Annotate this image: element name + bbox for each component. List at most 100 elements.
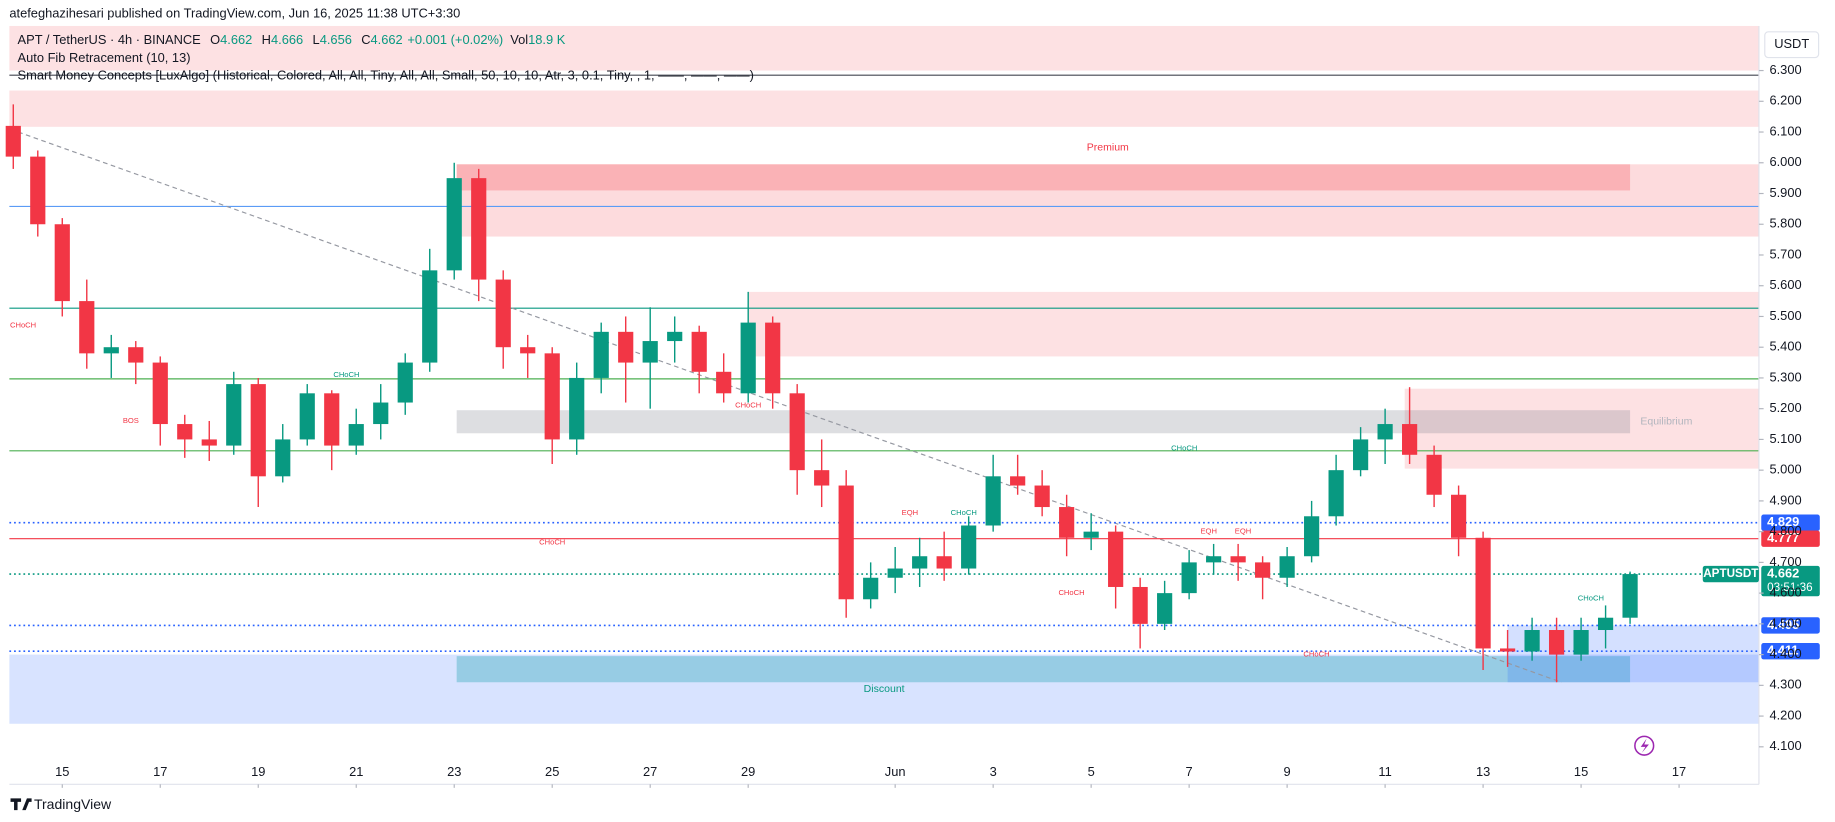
price-level-box: [1761, 530, 1820, 547]
candle-body: [5, 125, 21, 157]
candle-body: [1255, 562, 1271, 578]
candle-body: [544, 353, 560, 440]
candle-body: [30, 156, 46, 225]
candle-body: [1524, 630, 1540, 652]
x-tick-label: 15: [1574, 764, 1588, 779]
ohlc-key: L: [313, 33, 320, 48]
zone: [456, 164, 1759, 237]
candle-body: [1353, 439, 1369, 471]
currency-box[interactable]: [1764, 31, 1820, 59]
y-tick-label: 5.800: [1769, 216, 1801, 231]
candle-body: [152, 362, 168, 425]
y-tick-label: 6.100: [1769, 123, 1801, 138]
x-tick-label: 19: [251, 764, 265, 779]
candle-body: [765, 322, 781, 394]
zone-label: Premium: [1087, 142, 1129, 154]
x-tick-label: 27: [643, 764, 657, 779]
price-level-box: [1761, 643, 1820, 660]
candle-body: [961, 525, 977, 569]
price-level-label: 4.662: [1767, 565, 1799, 580]
candle-body: [1328, 470, 1344, 517]
y-tick-label: 4.600: [1769, 585, 1801, 600]
y-tick-label: 5.500: [1769, 308, 1801, 323]
y-tick-label: 6.200: [1769, 93, 1801, 108]
x-tick-label: 23: [447, 764, 461, 779]
x-tick-label: 11: [1378, 764, 1391, 779]
candle-body: [201, 439, 217, 446]
price-level-label: 4.495: [1767, 617, 1799, 632]
y-tick-label: 5.400: [1769, 339, 1801, 354]
zone: [456, 164, 1631, 191]
candle-body: [1010, 476, 1026, 486]
annotation: BOS: [123, 416, 139, 425]
symbol-label: APTUSDT: [1703, 567, 1759, 580]
candle-body: [103, 347, 119, 354]
candle-body: [912, 556, 928, 569]
candle-body: [324, 393, 340, 446]
volume: 18.9 K: [528, 33, 566, 48]
annotation: CHoCH: [951, 508, 977, 517]
indicator: Smart Money Concepts [LuxAlgo] (Historic…: [18, 68, 754, 83]
candle-body: [618, 331, 634, 363]
ohlc-value: 4.666: [271, 33, 303, 48]
annotation: EQH: [1235, 527, 1251, 536]
candle-body: [667, 331, 683, 342]
candle-body: [1377, 424, 1393, 440]
brand: TradingView: [34, 796, 112, 812]
candle-body: [422, 270, 438, 363]
currency[interactable]: USDT: [1774, 36, 1809, 51]
y-tick-label: 5.600: [1769, 277, 1801, 292]
candle-body: [1499, 648, 1516, 652]
candle-body: [1548, 630, 1565, 655]
price-level-label: 4.411: [1767, 643, 1798, 658]
alert-icon[interactable]: [1634, 735, 1655, 756]
y-tick-label: 5.900: [1769, 185, 1801, 200]
zone: [9, 25, 1759, 71]
annotation: CHoCH: [1058, 588, 1084, 597]
annotation: EQH: [1200, 527, 1216, 536]
volume-key: Vol: [510, 33, 528, 48]
candle-body: [1475, 537, 1491, 649]
candle-body: [1597, 617, 1614, 631]
x-tick-label: 15: [55, 764, 69, 779]
candle-body: [250, 384, 266, 477]
y-tick-label: 5.200: [1769, 400, 1801, 415]
candle-body: [54, 224, 70, 302]
zone: [456, 410, 1631, 434]
ohlc-key: O: [210, 33, 220, 48]
x-tick-label: 25: [545, 764, 559, 779]
x-tick-label: 5: [1088, 764, 1095, 779]
change: +0.001 (+0.02%): [407, 33, 503, 48]
candle-body: [814, 470, 830, 486]
candle-body: [397, 362, 413, 403]
zone: [1404, 388, 1759, 469]
candle-body: [789, 393, 805, 471]
countdown: 03:51:36: [1767, 581, 1812, 594]
y-tick-label: 4.400: [1769, 646, 1801, 661]
candle-body: [1451, 494, 1467, 538]
annotation: EQH: [902, 508, 918, 517]
annotation: CHoCH: [333, 370, 359, 379]
legend-line: APT / TetherUS · 4h · BINANCE O4.662 H4.66…: [18, 33, 566, 48]
x-tick-label: 3: [990, 764, 997, 779]
zone: [9, 654, 1759, 724]
ohlc-value: 4.662: [371, 33, 403, 48]
y-tick-label: 4.800: [1769, 523, 1801, 538]
annotation: CHoCH: [1171, 444, 1197, 453]
zone: [1507, 625, 1759, 683]
candle-body: [471, 178, 487, 280]
x-tick-label: 29: [741, 764, 755, 779]
candle-body: [373, 402, 389, 425]
zone: [748, 291, 1759, 357]
price-level-box: [1761, 565, 1820, 597]
candle-body: [887, 568, 903, 578]
x-tick-label: 13: [1476, 764, 1490, 779]
candle-body: [1304, 516, 1320, 557]
x-tick-label: 17: [153, 764, 167, 779]
annotation: CHoCH: [539, 537, 565, 546]
y-tick-label: 5.100: [1769, 431, 1801, 446]
candle-body: [275, 439, 291, 477]
candle-body: [299, 393, 315, 440]
candle-body: [128, 347, 144, 363]
